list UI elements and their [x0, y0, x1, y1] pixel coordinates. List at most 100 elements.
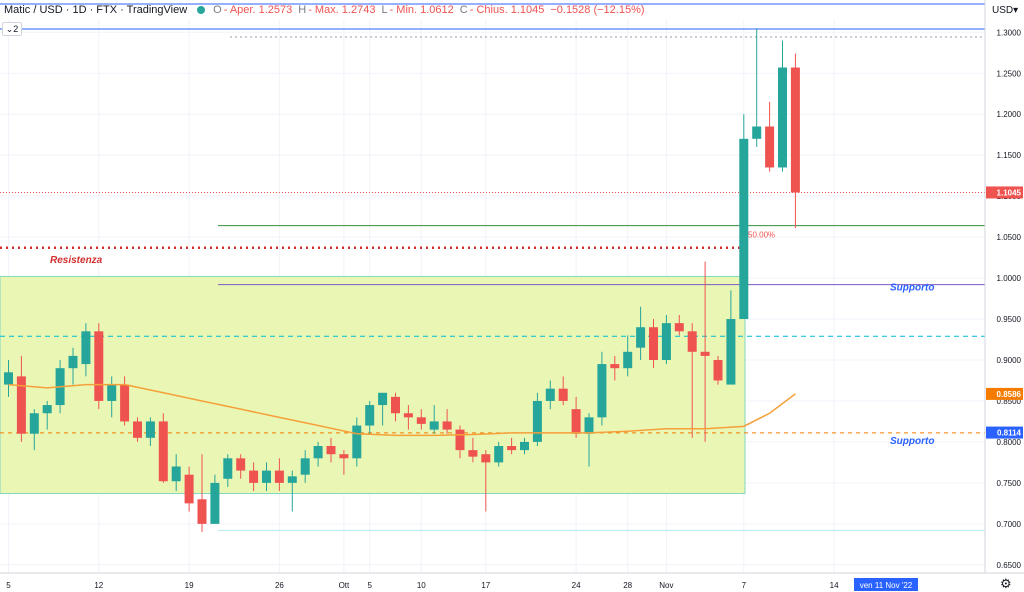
x-tick-label: 19	[185, 581, 194, 590]
collapse-count: 2	[13, 24, 19, 34]
moving-average-line	[8, 383, 796, 437]
candle-body	[158, 421, 168, 482]
candle-body	[649, 327, 658, 360]
candle-body	[468, 450, 478, 457]
candle-body	[713, 359, 723, 381]
candle-body	[145, 421, 155, 438]
symbol-title[interactable]: Matic / USD · 1D · FTX · TradingView	[4, 4, 188, 16]
candle-body	[339, 454, 349, 459]
y-tick-label: 0.9500	[997, 315, 1022, 324]
candle-body	[197, 499, 207, 524]
candle-body	[4, 372, 13, 385]
change-value: −0.1528 (−12.15%)	[550, 4, 645, 16]
candle-body	[674, 323, 684, 332]
currency-selector[interactable]: USD▾	[992, 5, 1018, 16]
y-tick-label: 0.8500	[997, 397, 1022, 406]
candle-body	[403, 413, 413, 418]
y-tick-label: 1.0500	[997, 233, 1022, 242]
level-lines[interactable]	[0, 3, 985, 531]
x-tick-label: 24	[572, 581, 581, 590]
x-tick-label: Nov	[659, 581, 673, 590]
price-badge-label: 1.1045	[997, 188, 1022, 197]
candle-body	[610, 364, 620, 369]
price-badge-label: 0.8114	[997, 429, 1022, 438]
candle-body	[120, 384, 130, 422]
x-tick-label: 26	[275, 581, 284, 590]
candle-body	[597, 364, 607, 418]
candle-body	[636, 327, 646, 348]
price-badge	[986, 387, 1023, 400]
candle-body	[416, 417, 426, 424]
x-tick-label: 28	[623, 581, 632, 590]
candle-body	[365, 405, 375, 426]
candle-body	[68, 355, 78, 369]
candle-body	[752, 126, 762, 139]
x-tick-label: 7	[742, 581, 747, 590]
close-value: - Chius. 1.1045	[469, 4, 545, 16]
candle-body	[481, 454, 491, 463]
candle-body	[765, 126, 775, 168]
low-key: L	[381, 4, 388, 16]
y-tick-label: 1.0000	[997, 274, 1022, 283]
x-tick-label: 12	[94, 581, 103, 590]
x-tick-label: 14	[830, 581, 839, 590]
candle-body	[210, 482, 220, 524]
price-axis[interactable]: 1.30001.25001.20001.15001.10001.05001.00…	[984, 0, 1024, 573]
open-value: - Aper. 1.2573	[223, 4, 293, 16]
candle-body	[29, 413, 39, 434]
candle-body	[687, 331, 697, 352]
candle-body	[532, 400, 542, 442]
collapse-legend-button[interactable]: ⌄ 2	[2, 22, 22, 36]
candle-body	[249, 470, 259, 483]
fib-50-label: 50.00%	[748, 231, 775, 240]
open-key: O	[213, 4, 222, 16]
candle-body	[507, 446, 517, 451]
candle-body	[442, 421, 452, 430]
candle-body	[107, 384, 117, 401]
price-badge	[986, 186, 1023, 199]
candle-body	[133, 421, 142, 438]
candle-body	[790, 67, 800, 193]
y-tick-label: 1.1500	[997, 151, 1022, 160]
candle-body	[81, 331, 91, 365]
y-tick-label: 1.2000	[997, 110, 1022, 119]
candle-body	[171, 466, 181, 482]
candle-body	[429, 421, 439, 430]
candle-body	[236, 458, 246, 471]
close-key: C	[459, 4, 468, 16]
chevron-down-icon: ⌄	[5, 23, 14, 34]
x-tick-label: 5	[6, 581, 11, 590]
candle-body	[184, 474, 194, 504]
legend-header: Matic / USD · 1D · FTX · TradingView O -…	[0, 0, 985, 20]
candle-body	[262, 470, 271, 483]
candle-body	[391, 396, 400, 414]
candle-body	[300, 458, 310, 475]
low-value: - Min. 1.0612	[389, 4, 454, 16]
chevron-down-icon: ▾	[1013, 5, 1019, 16]
currency-label: USD	[992, 5, 1014, 16]
y-tick-label: 0.8000	[997, 438, 1022, 447]
resistance-label: Resistenza	[50, 255, 103, 266]
candle-body	[274, 470, 284, 483]
x-tick-label: 5	[367, 581, 372, 590]
candle-body	[494, 446, 504, 463]
x-tick-label: 10	[417, 581, 426, 590]
y-tick-label: 0.6500	[997, 561, 1022, 570]
price-badge-label: 0.8586	[997, 390, 1022, 399]
candle-body	[584, 417, 594, 434]
time-axis[interactable]: 5 12 19 26 Ott 5 10 17 24 28 Nov 7 14 ven 11 Nov '22	[0, 572, 1024, 591]
candle-body	[778, 67, 787, 168]
candle-body	[326, 446, 336, 455]
candle-body	[313, 446, 323, 459]
y-tick-label: 0.7000	[997, 520, 1022, 529]
high-key: H	[298, 4, 307, 16]
gear-icon[interactable]: ⚙	[1000, 577, 1012, 592]
candle-body	[94, 331, 104, 401]
price-badge	[986, 426, 1023, 439]
candle-body	[42, 405, 52, 414]
y-tick-label: 0.9000	[997, 356, 1022, 365]
candle-body	[352, 425, 362, 459]
crosshair-date-label: ven 11 Nov '22	[860, 581, 913, 590]
candle-body	[223, 458, 233, 479]
